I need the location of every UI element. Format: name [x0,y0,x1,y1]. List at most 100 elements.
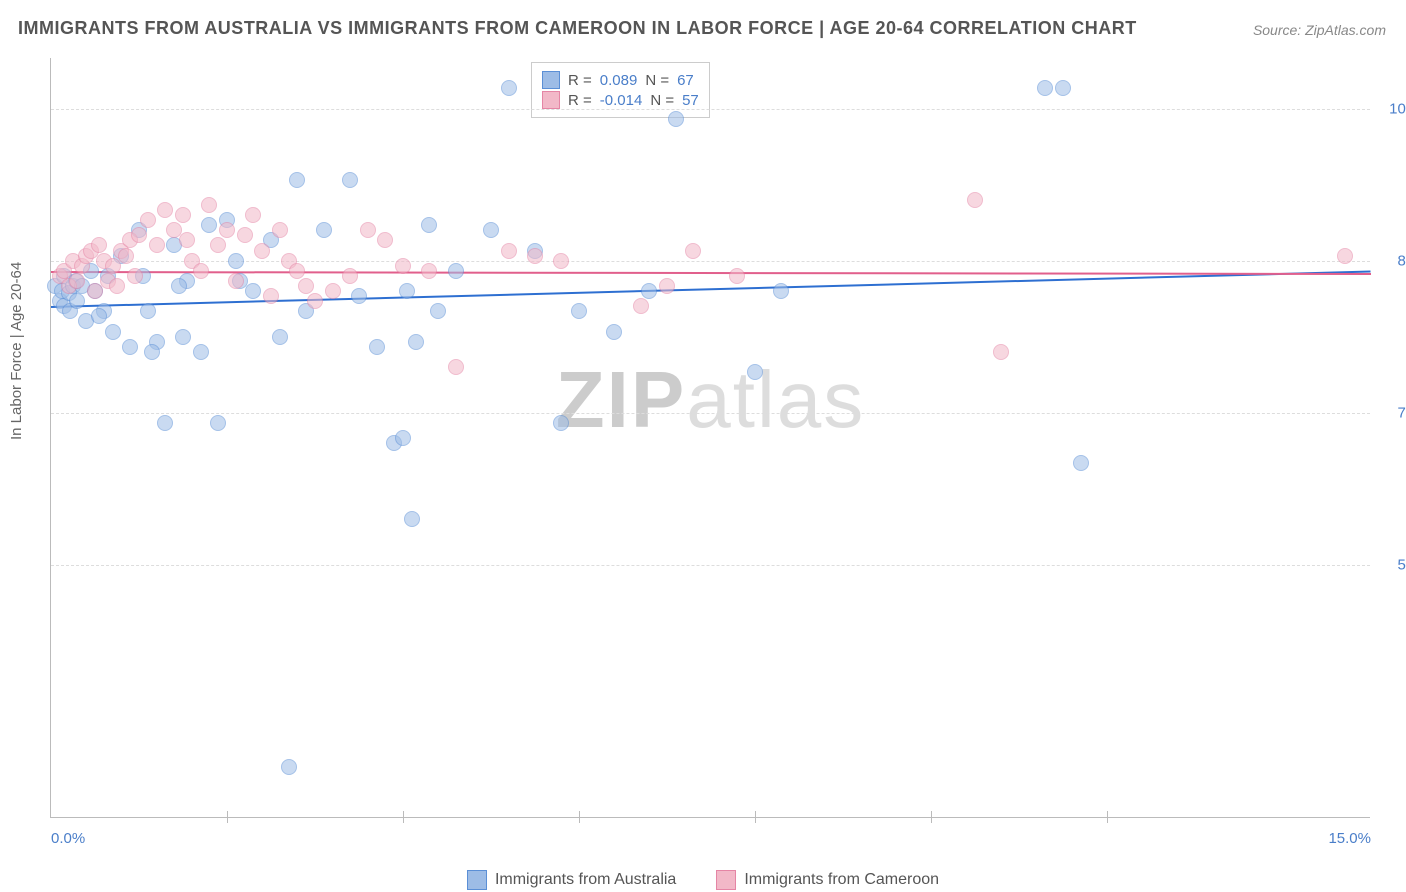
data-point [171,278,187,294]
data-point [118,248,134,264]
data-point [87,283,103,299]
data-point [69,293,85,309]
data-point [501,243,517,259]
data-point [421,263,437,279]
trendline-1 [51,271,1371,275]
r-label: R = [568,92,592,109]
r-label: R = [568,72,592,89]
data-point [668,111,684,127]
data-point [773,283,789,299]
source-label: Source: ZipAtlas.com [1253,22,1386,38]
data-point [685,243,701,259]
data-point [571,303,587,319]
r-value-australia: 0.089 [600,72,638,89]
data-point [69,273,85,289]
data-point [149,237,165,253]
data-point [395,430,411,446]
gridline-h [51,261,1370,262]
data-point [140,212,156,228]
data-point [175,207,191,223]
x-tick-label: 0.0% [51,830,85,847]
data-point [633,298,649,314]
data-point [272,222,288,238]
data-point [122,339,138,355]
data-point [109,278,125,294]
legend-label-cameroon: Immigrants from Cameroon [744,871,939,889]
data-point [254,243,270,259]
legend: Immigrants from Australia Immigrants fro… [0,870,1406,890]
data-point [408,334,424,350]
data-point [360,222,376,238]
data-point [430,303,446,319]
gridline-h [51,413,1370,414]
legend-swatch-australia [467,870,487,890]
chart-title: IMMIGRANTS FROM AUSTRALIA VS IMMIGRANTS … [18,18,1137,39]
data-point [993,344,1009,360]
data-point [641,283,657,299]
data-point [157,415,173,431]
data-point [201,197,217,213]
data-point [210,237,226,253]
legend-item-cameroon: Immigrants from Cameroon [716,870,939,890]
gridline-h [51,565,1370,566]
data-point [298,278,314,294]
watermark: ZIPatlas [556,354,865,446]
plot-area: ZIPatlas R = 0.089 N = 67 R = -0.014 N =… [50,58,1370,818]
x-tick-label: 15.0% [1328,830,1371,847]
data-point [448,263,464,279]
data-point [483,222,499,238]
data-point [144,344,160,360]
data-point [1055,80,1071,96]
data-point [399,283,415,299]
gridline-h [51,109,1370,110]
y-tick-label: 70.0% [1397,404,1406,421]
watermark-suffix: atlas [686,355,865,444]
data-point [553,253,569,269]
data-point [157,202,173,218]
x-tick [579,811,580,823]
y-tick-label: 100.0% [1389,100,1406,117]
n-value-cameroon: 57 [682,92,699,109]
x-tick [1107,811,1108,823]
data-point [237,227,253,243]
legend-item-australia: Immigrants from Australia [467,870,676,890]
data-point [325,283,341,299]
data-point [1337,248,1353,264]
stats-row-cameroon: R = -0.014 N = 57 [542,91,699,109]
data-point [201,217,217,233]
stats-row-australia: R = 0.089 N = 67 [542,71,699,89]
data-point [272,329,288,345]
data-point [193,344,209,360]
data-point [91,308,107,324]
data-point [281,759,297,775]
data-point [289,263,305,279]
swatch-cameroon [542,91,560,109]
data-point [245,207,261,223]
data-point [369,339,385,355]
data-point [263,288,279,304]
r-value-cameroon: -0.014 [600,92,643,109]
x-tick [403,811,404,823]
y-axis-label: In Labor Force | Age 20-64 [8,262,25,440]
data-point [377,232,393,248]
data-point [307,293,323,309]
data-point [179,232,195,248]
data-point [193,263,209,279]
data-point [395,258,411,274]
n-value-australia: 67 [677,72,694,89]
data-point [501,80,517,96]
data-point [527,248,543,264]
data-point [967,192,983,208]
data-point [175,329,191,345]
data-point [289,172,305,188]
n-label: N = [645,72,669,89]
x-tick [227,811,228,823]
y-tick-label: 85.0% [1397,252,1406,269]
x-tick [931,811,932,823]
data-point [342,172,358,188]
y-tick-label: 55.0% [1397,556,1406,573]
legend-label-australia: Immigrants from Australia [495,871,676,889]
data-point [553,415,569,431]
data-point [210,415,226,431]
data-point [659,278,675,294]
